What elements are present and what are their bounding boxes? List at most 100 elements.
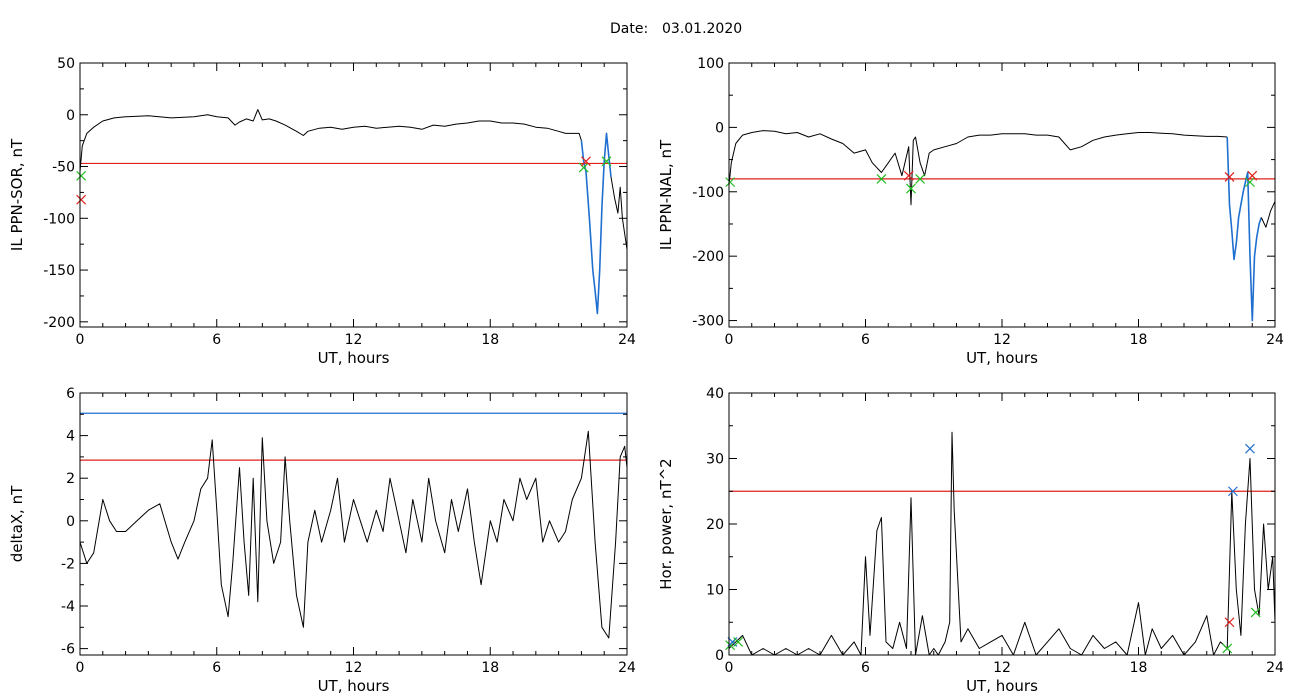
y-tick-label: -2: [61, 556, 75, 572]
date-value: 03.01.2020: [662, 21, 742, 37]
marker-stroke: [733, 636, 744, 647]
x-tick-label: 0: [76, 660, 85, 676]
marker-green-7: [1245, 177, 1255, 188]
y-tick-label: -4: [61, 599, 75, 615]
marker-green-2: [876, 173, 887, 184]
y-tick-label: 6: [66, 386, 75, 402]
marker-red-4: [581, 156, 591, 167]
y-tick-label: 100: [697, 56, 724, 72]
marker-green-1: [725, 177, 736, 188]
y-tick-label: -300: [692, 314, 724, 330]
x-axis-label: UT, hours: [318, 677, 390, 695]
marker-stroke: [1250, 607, 1261, 618]
x-tick-label: 24: [618, 660, 636, 676]
x-tick-label: 6: [212, 660, 221, 676]
x-tick-label: 12: [993, 332, 1011, 348]
y-tick-label: 0: [715, 648, 724, 664]
chart-panel-2: 0 6 12 18 24 100 0 -100 -200 -300 UT, hours IL PPN-…: [657, 56, 1284, 367]
marker-stroke: [76, 194, 87, 205]
marker-stroke: [581, 156, 591, 167]
marker-stroke: [876, 173, 887, 184]
x-tick-label: 12: [345, 660, 363, 676]
y-axis-label: IL PPN-NAL, nT: [657, 139, 675, 250]
series-line-1: [79, 109, 582, 172]
y-tick-label: -150: [43, 263, 75, 279]
plot-frame: [728, 392, 1276, 656]
marker-red-3: [903, 170, 914, 181]
marker-green-4: [906, 183, 916, 194]
x-tick-label: 12: [993, 660, 1011, 676]
marker-green-3: [733, 636, 744, 647]
y-axis-label: Hor. power, nT^2: [657, 458, 675, 589]
y-axis-label: deltaX, nT: [8, 485, 26, 562]
x-tick-label: 6: [861, 332, 870, 348]
y-tick-label: -100: [692, 185, 724, 201]
x-tick-label: 18: [481, 332, 499, 348]
y-tick-label: 30: [706, 452, 724, 468]
marker-stroke: [601, 156, 612, 167]
series-line-3: [610, 176, 628, 250]
y-tick-label: 50: [57, 56, 75, 72]
y-tick-label: 4: [66, 429, 75, 445]
series-line-1: [79, 430, 628, 639]
marker-green-8: [1250, 607, 1261, 618]
y-axis-label: IL PPN-SOR, nT: [8, 138, 26, 251]
series-line-3: [1260, 201, 1276, 228]
y-tick-label: 0: [715, 120, 724, 136]
x-tick-label: 0: [725, 332, 734, 348]
marker-green-4: [1222, 643, 1233, 654]
marker-stroke: [1247, 170, 1258, 181]
marker-stroke: [1227, 486, 1238, 497]
x-axis-label: UT, hours: [966, 677, 1038, 695]
marker-green-5: [601, 156, 612, 167]
series-line-2: [580, 132, 612, 315]
marker-stroke: [76, 170, 87, 181]
plot-frame: [79, 62, 628, 328]
x-axis-label: UT, hours: [318, 349, 390, 367]
marker-stroke: [906, 183, 916, 194]
y-tick-label: -100: [43, 211, 75, 227]
y-tick-label: -200: [692, 249, 724, 265]
y-tick-label: -6: [61, 642, 75, 658]
marker-green-5: [915, 173, 926, 184]
x-tick-label: 18: [481, 660, 499, 676]
marker-stroke: [903, 170, 914, 181]
date-label: Date:: [610, 21, 648, 37]
y-tick-label: 40: [706, 386, 724, 402]
x-axis-label: UT, hours: [966, 349, 1038, 367]
y-tick-label: -200: [43, 315, 75, 331]
marker-green-3: [578, 162, 589, 173]
y-tick-label: 0: [66, 108, 75, 124]
x-tick-label: 18: [1130, 332, 1148, 348]
chart-panel-4: 0 6 12 18 24 40 30 20 10 0 UT, hours Hor. power, nT…: [657, 386, 1284, 695]
marker-blue-6: [1227, 486, 1238, 497]
chart-panel-1: 0 6 12 18 24 50 0 -50 -100 -150 -200 UT, hours IL PP…: [8, 56, 636, 367]
y-tick-label: 10: [706, 583, 724, 599]
x-tick-label: 18: [1130, 660, 1148, 676]
marker-blue-7: [1245, 443, 1255, 454]
x-tick-label: 24: [1266, 660, 1284, 676]
chart-panel-3: 0 6 12 18 24 6 4 2 0 -2 -4 -6 UT, hours deltaX, nT: [8, 386, 636, 695]
marker-red-6: [1224, 172, 1235, 182]
marker-stroke: [1245, 443, 1255, 454]
x-tick-label: 6: [861, 660, 870, 676]
x-tick-label: 0: [725, 660, 734, 676]
plot-frame: [79, 392, 628, 656]
x-tick-label: 0: [76, 332, 85, 348]
marker-red-5: [1224, 617, 1235, 628]
x-tick-label: 24: [1266, 332, 1284, 348]
plot-frame: [728, 62, 1276, 328]
y-tick-label: 20: [706, 517, 724, 533]
series-line-2: [1226, 136, 1263, 322]
marker-stroke: [725, 177, 736, 188]
y-tick-label: 0: [66, 514, 75, 530]
x-tick-label: 6: [212, 332, 221, 348]
marker-green-1: [76, 170, 87, 181]
marker-stroke: [915, 173, 926, 184]
series-line-1: [728, 130, 1228, 206]
y-tick-label: 2: [66, 471, 75, 487]
y-tick-label: -50: [52, 160, 75, 176]
x-tick-label: 12: [345, 332, 363, 348]
